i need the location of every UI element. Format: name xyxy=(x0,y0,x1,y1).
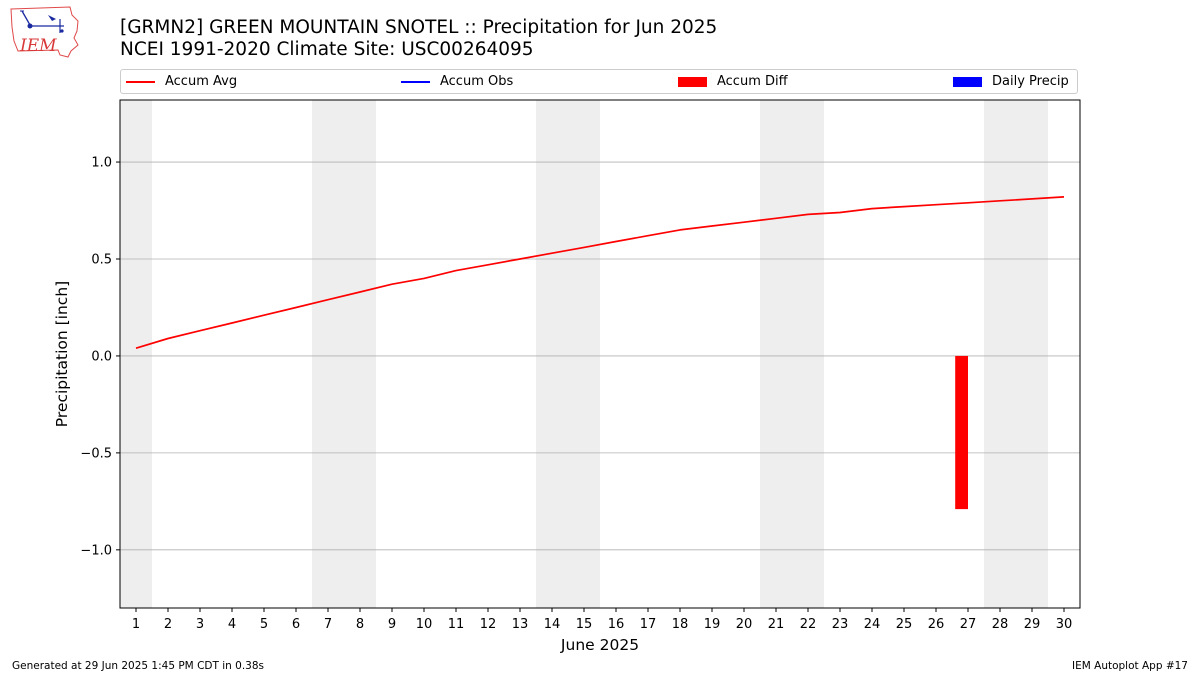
x-tick-label: 19 xyxy=(704,617,721,632)
x-tick-label: 26 xyxy=(928,617,945,632)
weekend-shade xyxy=(312,100,376,608)
x-tick-label: 29 xyxy=(1024,617,1041,632)
legend-swatch xyxy=(678,76,707,87)
x-tick-label: 4 xyxy=(228,617,236,632)
y-tick-label: 1.0 xyxy=(91,156,112,171)
weekend-shade xyxy=(760,100,824,608)
legend-label: Accum Avg xyxy=(165,74,238,89)
logo-text: IEM xyxy=(19,36,57,56)
legend-label: Accum Obs xyxy=(440,74,514,89)
x-tick-label: 7 xyxy=(324,617,332,632)
legend-swatch xyxy=(126,80,155,83)
weekend-shade xyxy=(536,100,600,608)
iem-logo: IEM xyxy=(10,6,79,58)
legend-item-accum-obs: Accum Obs xyxy=(401,70,513,93)
x-tick-label: 14 xyxy=(544,617,561,632)
x-tick-label: 17 xyxy=(640,617,657,632)
x-tick-label: 13 xyxy=(512,617,529,632)
chart-legend: Accum Avg Accum Obs Accum Diff Daily Pre… xyxy=(120,69,1078,94)
legend-item-daily-precip: Daily Precip xyxy=(953,70,1069,93)
x-tick-label: 8 xyxy=(356,617,364,632)
footer-generated: Generated at 29 Jun 2025 1:45 PM CDT in … xyxy=(12,660,265,672)
x-tick-label: 28 xyxy=(992,617,1009,632)
x-tick-label: 24 xyxy=(864,617,881,632)
legend-item-accum-avg: Accum Avg xyxy=(126,70,237,93)
x-tick-label: 15 xyxy=(576,617,593,632)
title-line-2: NCEI 1991-2020 Climate Site: USC00264095 xyxy=(120,39,534,60)
footer-app: IEM Autoplot App #17 xyxy=(1072,660,1188,672)
weekend-shade xyxy=(984,100,1048,608)
x-axis-label: June 2025 xyxy=(560,636,639,654)
y-axis-label: Precipitation [inch] xyxy=(53,281,71,427)
legend-swatch xyxy=(953,76,982,87)
plot-frame xyxy=(119,99,1081,609)
x-tick-label: 18 xyxy=(672,617,689,632)
title-line-1: [GRMN2] GREEN MOUNTAIN SNOTEL :: Precipi… xyxy=(120,17,718,38)
legend-label: Daily Precip xyxy=(992,74,1069,89)
legend-item-accum-diff: Accum Diff xyxy=(678,70,788,93)
x-tick-label: 1 xyxy=(132,617,140,632)
legend-label: Accum Diff xyxy=(717,74,788,89)
x-tick-label: 5 xyxy=(260,617,268,632)
x-tick-label: 22 xyxy=(800,617,817,632)
x-tick-label: 23 xyxy=(832,617,849,632)
x-tick-label: 27 xyxy=(960,617,977,632)
x-tick-label: 25 xyxy=(896,617,913,632)
series-line-accum-avg xyxy=(135,196,1065,350)
y-tick-label: 0.0 xyxy=(91,349,112,364)
x-tick-label: 3 xyxy=(196,617,204,632)
x-tick-label: 12 xyxy=(480,617,497,632)
x-tick-label: 6 xyxy=(292,617,300,632)
x-tick-label: 16 xyxy=(608,617,625,632)
legend-swatch xyxy=(401,80,430,83)
weekend-shade xyxy=(120,100,152,608)
x-tick-label: 2 xyxy=(164,617,172,632)
x-tick-label: 9 xyxy=(388,617,396,632)
chart-title: [GRMN2] GREEN MOUNTAIN SNOTEL :: Precipi… xyxy=(120,17,717,61)
bar-accum-diff xyxy=(955,355,968,510)
y-tick-label: −0.5 xyxy=(80,446,112,461)
y-tick-label: 0.5 xyxy=(91,252,112,267)
y-tick-label: −1.0 xyxy=(80,543,112,558)
x-tick-label: 21 xyxy=(768,617,785,632)
x-tick-label: 10 xyxy=(416,617,433,632)
x-tick-label: 20 xyxy=(736,617,753,632)
x-tick-label: 11 xyxy=(448,617,465,632)
x-tick-label: 30 xyxy=(1056,617,1073,632)
